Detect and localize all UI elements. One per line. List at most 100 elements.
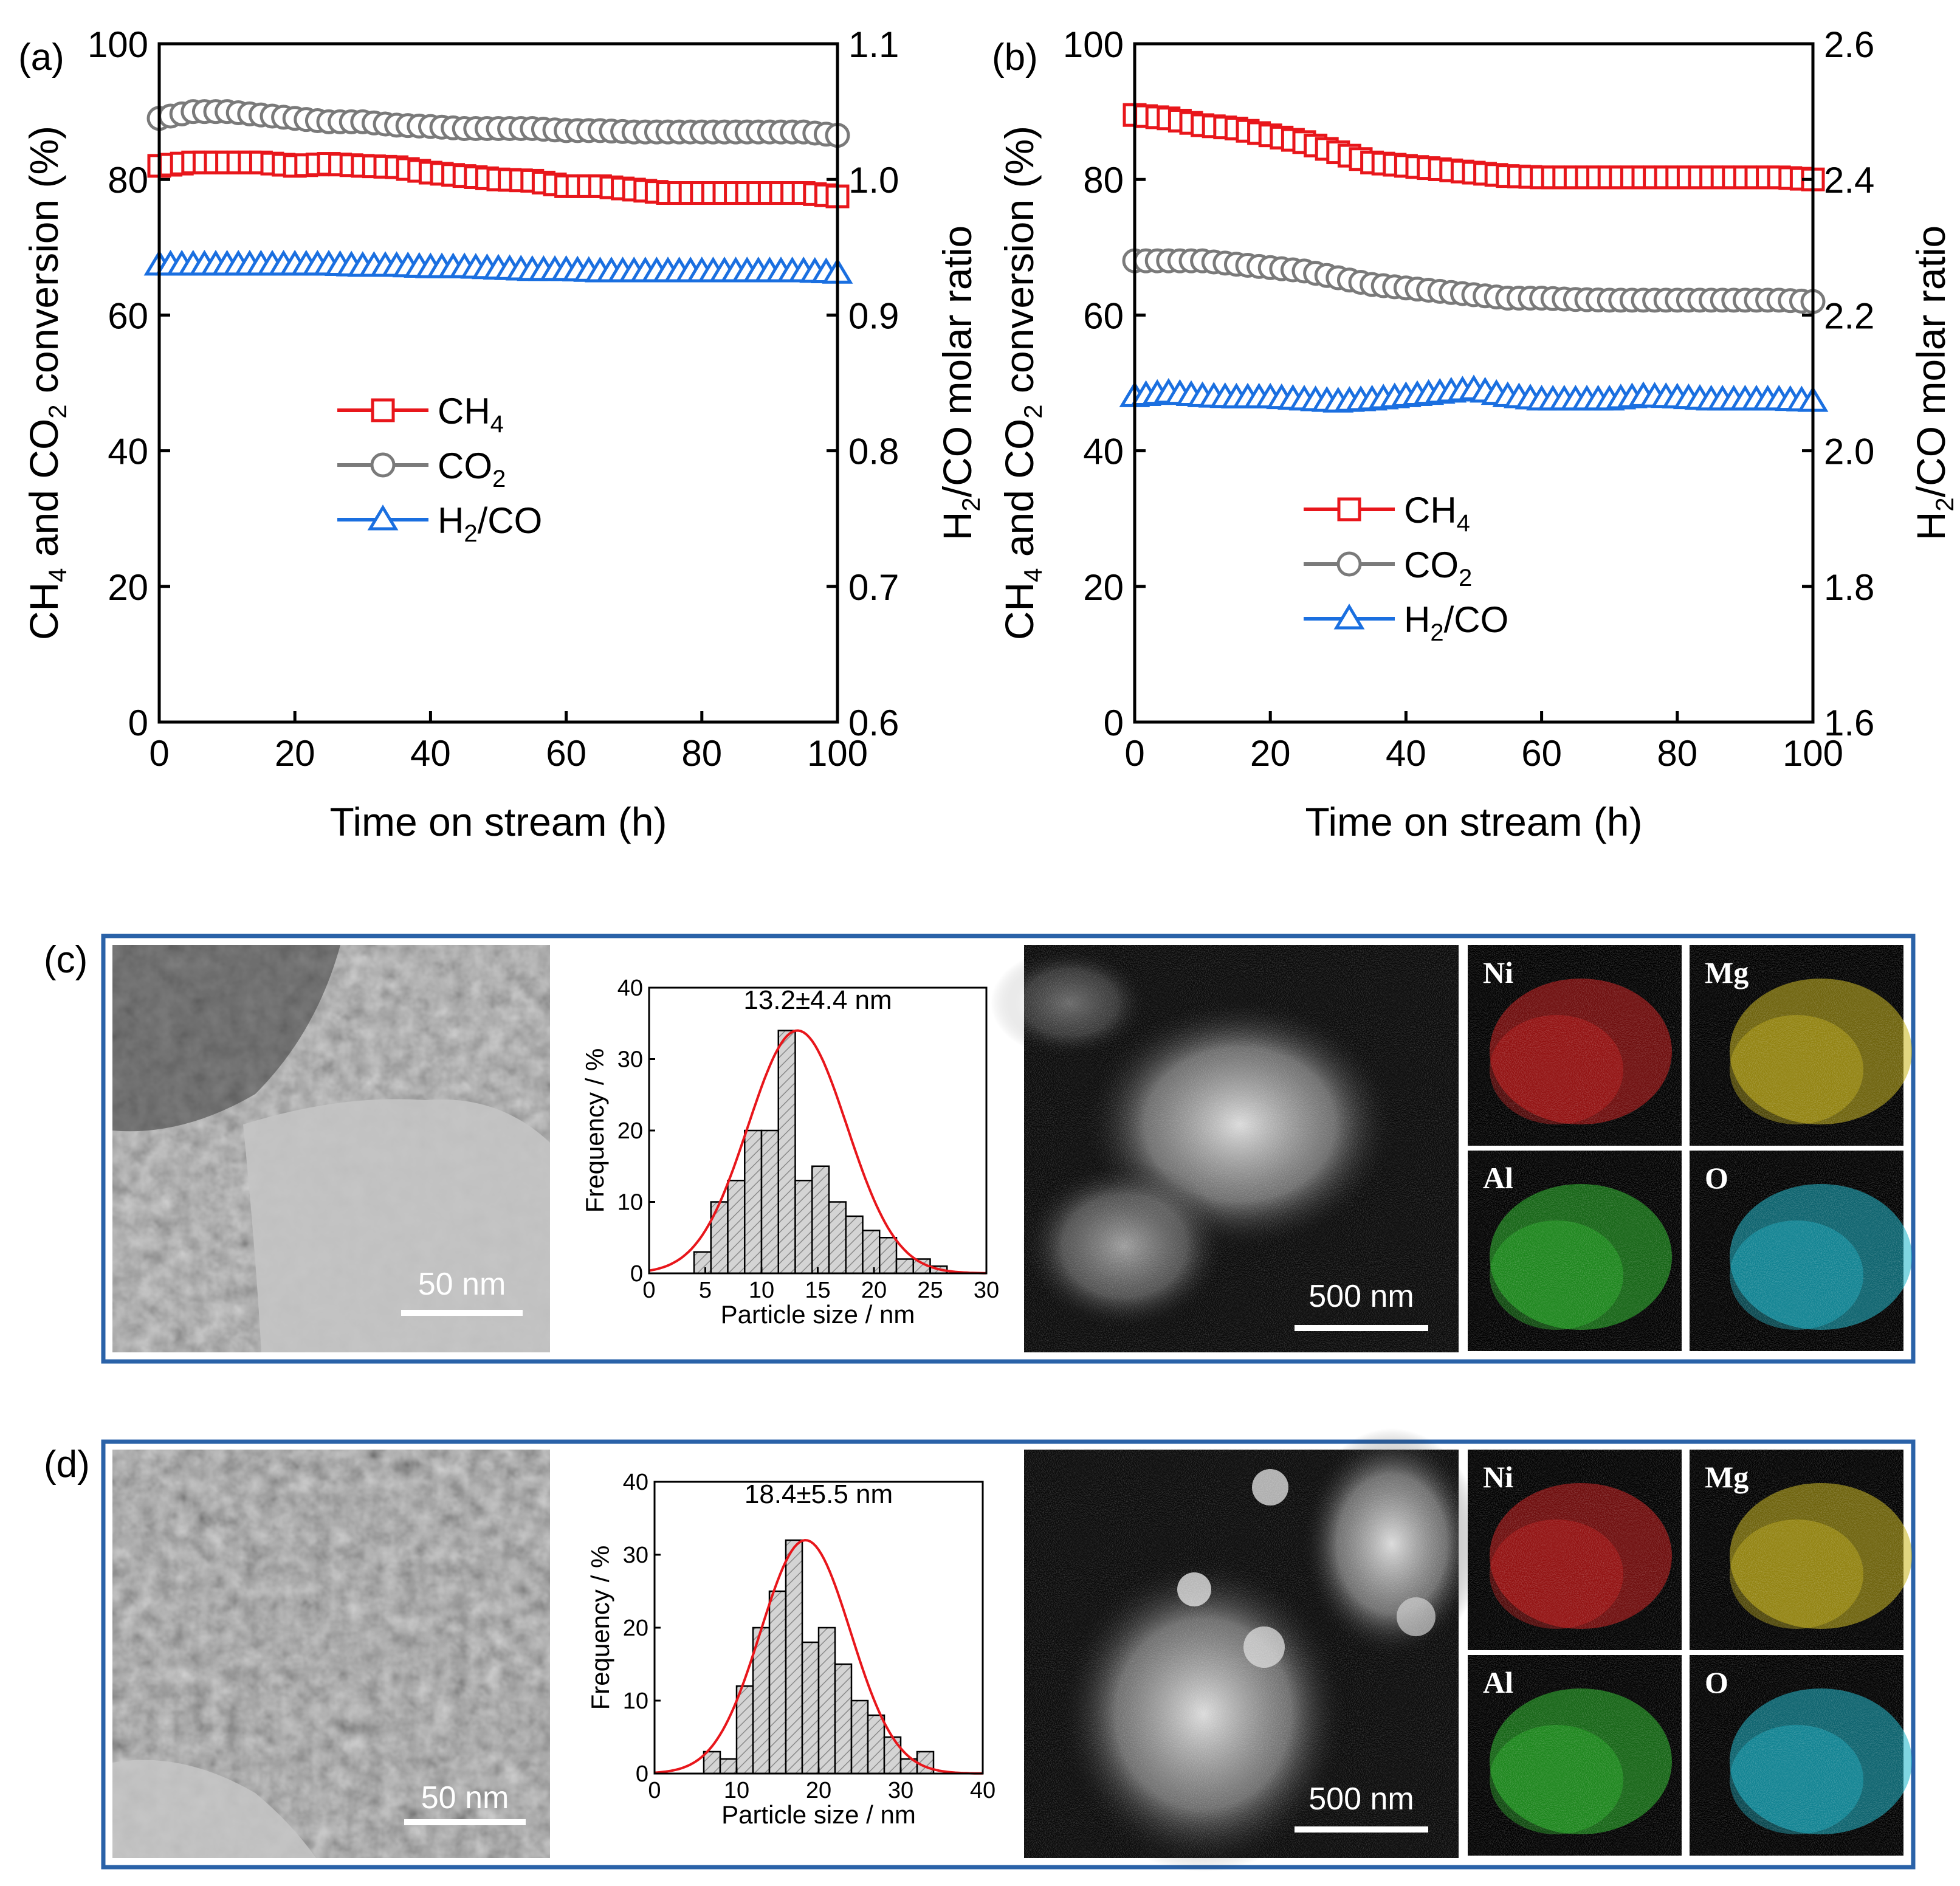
c-hist-bar bbox=[710, 1201, 729, 1275]
panel-d-tem-scale: 50 nm bbox=[421, 1780, 509, 1815]
panel-b-ticks: 0 20 40 60 80 1000204060801001.61.82.02.22.42… bbox=[1063, 24, 1875, 774]
c-hist-ytick-label: 10 bbox=[617, 1190, 643, 1216]
a-legend-marker-co2 bbox=[370, 452, 396, 478]
b-legend-label-co2: CO2 bbox=[1404, 545, 1472, 591]
d-eds-map-mg: Mg bbox=[1690, 1450, 1912, 1650]
a-ytick-left-label: 80 bbox=[108, 160, 148, 201]
c-hist-ytick-label: 30 bbox=[617, 1047, 643, 1073]
panel-d-haadf-scale: 500 nm bbox=[1308, 1781, 1414, 1817]
d-hist-ytick-label: 0 bbox=[636, 1761, 648, 1787]
c-hist-ylabel: Frequency / % bbox=[580, 1048, 609, 1213]
d-hist-bar bbox=[719, 1758, 738, 1775]
d-eds-speckle bbox=[1690, 1655, 1903, 1856]
c-hist-bar bbox=[744, 1129, 763, 1275]
c-hist-ytick-label: 40 bbox=[617, 976, 643, 1001]
c-hist-bar bbox=[777, 1030, 796, 1275]
b-xtick-label: 0 bbox=[1124, 733, 1144, 774]
c-eds-map-al: Al bbox=[1468, 1151, 1682, 1351]
d-eds-label-mg: Mg bbox=[1705, 1460, 1749, 1494]
c-hist-bar bbox=[693, 1251, 712, 1275]
panel-d: (d) 50 nm 0 10 20 30 40 0 10 20 30 40 18.4±5.5 nm P… bbox=[44, 1428, 1916, 1872]
c-eds-map-ni: Ni bbox=[1468, 945, 1682, 1146]
a-ytick-right-label: 0.7 bbox=[848, 567, 899, 608]
d-hist-title: 18.4±5.5 nm bbox=[744, 1479, 893, 1509]
panel-a-legend: CH4 CO2 H2/CO bbox=[337, 391, 542, 547]
d-hist-ytick-label: 20 bbox=[623, 1616, 648, 1641]
b-ytick-left-label: 80 bbox=[1083, 160, 1124, 201]
panel-a-label: (a) bbox=[18, 36, 64, 78]
c-hist-ytick-label: 0 bbox=[630, 1261, 643, 1287]
panel-a-ylabel-right: H2/CO molar ratio bbox=[935, 225, 985, 540]
b-legend-marker-co2 bbox=[1336, 551, 1362, 577]
b-legend-label-h2co: H2/CO bbox=[1404, 599, 1508, 646]
panel-c-tem-scale: 50 nm bbox=[418, 1267, 506, 1302]
d-hist-ytick-label: 10 bbox=[623, 1688, 648, 1714]
b-ytick-right-label: 2.6 bbox=[1824, 24, 1874, 65]
c-hist-bar bbox=[862, 1230, 881, 1275]
c-hist-bar bbox=[895, 1258, 914, 1275]
d-hist-ytick-label: 40 bbox=[623, 1470, 648, 1495]
b-ytick-left-label: 40 bbox=[1083, 432, 1124, 472]
d-hist-xtick-label: 10 bbox=[724, 1778, 749, 1803]
a-ytick-right-label: 0.8 bbox=[848, 432, 899, 472]
d-hist-ytick-label: 30 bbox=[623, 1543, 648, 1568]
d-hist-xtick-label: 30 bbox=[888, 1778, 913, 1803]
d-hist-bar bbox=[817, 1626, 836, 1775]
d-hist-bar bbox=[834, 1663, 853, 1775]
a-ytick-left-label: 60 bbox=[108, 295, 148, 336]
panel-d-haadf-image: 500 nm bbox=[1024, 1428, 1483, 1872]
panel-c-histogram: 0 5 10 15 20 25 30 0 10 20 30 40 13.2±4.4 nm Particle… bbox=[580, 976, 999, 1329]
d-hist-bar bbox=[850, 1699, 869, 1775]
panel-d-histogram: 0 10 20 30 40 0 10 20 30 40 18.4±5.5 nm Particle si… bbox=[586, 1470, 995, 1829]
c-hist-xtick-label: 25 bbox=[917, 1278, 943, 1303]
b-ytick-left-label: 20 bbox=[1083, 567, 1124, 608]
a-xtick-label: 20 bbox=[275, 733, 315, 774]
panel-d-label: (d) bbox=[44, 1444, 90, 1485]
c-hist-xtick-label: 20 bbox=[861, 1278, 887, 1303]
b-legend-marker-h2co bbox=[1333, 604, 1365, 630]
c-hist-bar bbox=[760, 1129, 779, 1275]
c-hist-bar bbox=[811, 1165, 830, 1275]
c-hist-xtick-label: 5 bbox=[699, 1278, 712, 1303]
panel-b-frame bbox=[1133, 42, 1815, 724]
d-hist-bar bbox=[883, 1736, 902, 1775]
d-hist-bar bbox=[735, 1685, 754, 1775]
c-hist-xlabel: Particle size / nm bbox=[721, 1300, 915, 1329]
b-ytick-left-label: 100 bbox=[1063, 24, 1124, 65]
d-hist-fit-curve bbox=[654, 1538, 983, 1775]
panel-b-chart: (b) 0 20 40 60 80 1000204060801001.61.82.02.2… bbox=[992, 24, 1959, 844]
c-eds-speckle bbox=[1690, 1151, 1903, 1351]
panel-a-xlabel: Time on stream (h) bbox=[329, 799, 667, 844]
c-hist-bar bbox=[727, 1180, 746, 1275]
b-ytick-left-label: 0 bbox=[1104, 703, 1124, 743]
c-eds-speckle bbox=[1468, 1151, 1682, 1351]
a-legend-marker-ch4 bbox=[371, 398, 395, 422]
panel-b-legend: CH4 CO2 H2/CO bbox=[1304, 490, 1508, 646]
b-ytick-right-label: 2.0 bbox=[1824, 432, 1874, 472]
a-xtick-label: 80 bbox=[681, 733, 722, 774]
panel-b-ylabel-right: H2/CO molar ratio bbox=[1908, 225, 1959, 540]
d-hist-bar bbox=[785, 1539, 803, 1775]
d-hist-xlabel: Particle size / nm bbox=[721, 1800, 916, 1829]
panel-d-eds-maps: Ni Mg Al O bbox=[1468, 1450, 1912, 1856]
c-hist-bar bbox=[828, 1201, 847, 1275]
a-xtick-label: 40 bbox=[410, 733, 451, 774]
panel-c-label: (c) bbox=[44, 939, 88, 981]
a-ytick-right-label: 0.9 bbox=[848, 295, 899, 336]
a-legend-label-co2: CO2 bbox=[438, 446, 506, 492]
b-ytick-right-label: 1.8 bbox=[1824, 567, 1874, 608]
d-hist-xtick-label: 40 bbox=[970, 1778, 995, 1803]
a-xtick-label: 100 bbox=[807, 733, 868, 774]
panel-a-ylabel-left: CH4 and CO2 conversion (%) bbox=[21, 126, 72, 640]
a-ytick-left-label: 0 bbox=[128, 703, 148, 743]
panel-b-xlabel: Time on stream (h) bbox=[1305, 799, 1642, 844]
d-eds-label-al: Al bbox=[1483, 1665, 1513, 1699]
b-xtick-label: 80 bbox=[1657, 733, 1697, 774]
panel-c: (c) 50 nm 0 5 10 15 20 25 30 0 10 20 30 40 13.2±4.4 … bbox=[44, 934, 1916, 1364]
d-hist-ylabel: Frequency / % bbox=[586, 1546, 614, 1710]
b-xtick-label: 40 bbox=[1386, 733, 1426, 774]
d-hist-bar bbox=[703, 1750, 721, 1775]
c-eds-map-o: O bbox=[1690, 1151, 1912, 1351]
c-hist-title: 13.2±4.4 nm bbox=[743, 985, 892, 1015]
panel-b-label: (b) bbox=[992, 36, 1038, 78]
